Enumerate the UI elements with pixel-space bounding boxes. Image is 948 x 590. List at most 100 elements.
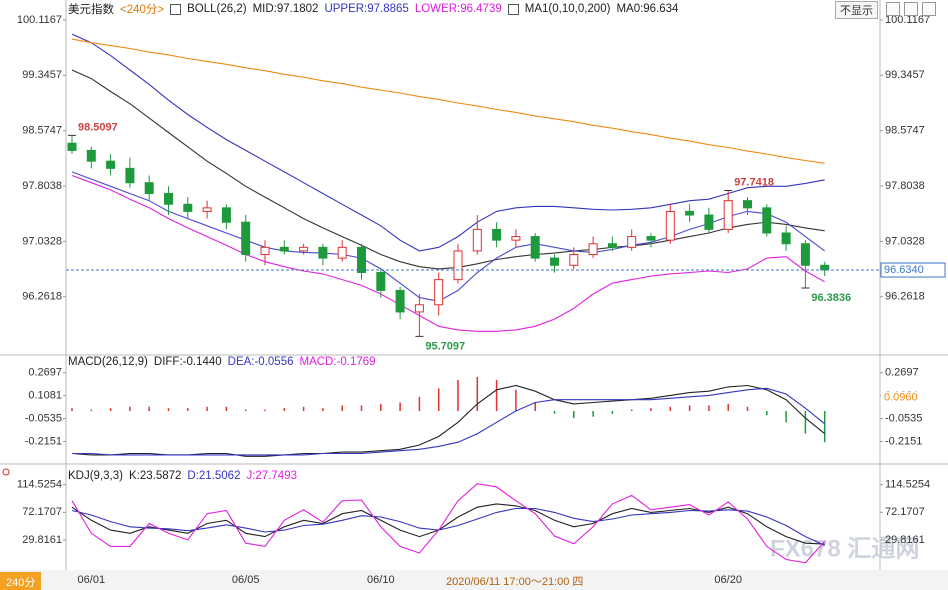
candle-body xyxy=(260,246,270,256)
candle-body xyxy=(395,289,405,313)
candle-body xyxy=(665,210,675,241)
hide-button[interactable]: 不显示 xyxy=(835,1,878,19)
indicator-line xyxy=(71,38,825,164)
candle-body xyxy=(550,257,559,266)
y-tick-label: -0.2151 xyxy=(25,435,62,447)
candle-body xyxy=(318,246,328,259)
legend-entry: J:27.7493 xyxy=(246,470,297,482)
period: <240分> xyxy=(120,4,165,16)
candle-body xyxy=(627,236,637,248)
macd-header: MACD(26,12,9) DIFF:-0.1440 DEA:-0.0556 M… xyxy=(68,356,376,368)
y-tick-label-right: 0.2697 xyxy=(885,367,919,379)
annotation-label: 98.5097 xyxy=(78,121,118,133)
y-tick-label: 100.1167 xyxy=(17,14,62,26)
candle-body xyxy=(588,243,598,256)
indicator-line xyxy=(71,503,825,545)
candle-body xyxy=(357,246,366,273)
legend-entry: LOWER:96.4739 xyxy=(414,3,502,15)
y-tick-label: 96.2618 xyxy=(22,291,62,303)
indicator-line xyxy=(71,507,825,546)
icon xyxy=(507,3,519,15)
x-tick-label: 06/20 xyxy=(714,574,742,586)
candle-body xyxy=(453,250,463,281)
settings-icon xyxy=(2,468,10,476)
y-tick-label-right: 98.5747 xyxy=(885,125,925,137)
instrument-title: 美元指数 xyxy=(68,4,114,16)
indicator-line xyxy=(71,174,825,332)
legend-entry: D:21.5062 xyxy=(187,470,241,482)
y-tick-label: 0.1081 xyxy=(28,390,62,402)
candle-body xyxy=(279,246,289,252)
legend-entry: DEA:-0.0556 xyxy=(227,356,294,368)
y-tick-label-right: 99.3457 xyxy=(885,69,925,81)
candle-body xyxy=(86,149,96,162)
window-button[interactable] xyxy=(904,2,918,16)
candle-body xyxy=(106,160,116,169)
window-button[interactable] xyxy=(922,2,936,16)
candle-body xyxy=(800,243,810,266)
candle-body xyxy=(67,142,77,151)
y-tick-label: 97.0328 xyxy=(22,235,62,247)
main-header: 美元指数 <240分> BOLL(26,2) MID:97.1802 UPPER… xyxy=(68,1,678,17)
candle-body xyxy=(569,254,579,266)
y-tick-label: 114.5254 xyxy=(17,479,62,491)
candle-body xyxy=(781,232,791,245)
window-button[interactable] xyxy=(886,2,900,16)
icon xyxy=(170,3,182,15)
y-tick-label: -0.0535 xyxy=(25,412,62,424)
candle-body xyxy=(743,200,752,209)
indicator-line xyxy=(71,483,826,564)
last-price-box xyxy=(880,262,946,278)
candle-body xyxy=(762,207,772,234)
candle-body xyxy=(221,207,231,223)
candle-body xyxy=(299,246,309,252)
candle-body xyxy=(241,221,251,256)
indicator: MA1(0,10,0,200) xyxy=(524,3,611,15)
candle-body xyxy=(820,264,830,271)
indicator: KDJ(9,3,3) xyxy=(68,470,123,482)
last-price-label: 96.6340 xyxy=(884,264,924,276)
kdj-header: KDJ(9,3,3) K:23.5872 D:21.5062 J:27.7493 xyxy=(68,470,297,482)
indicator-line xyxy=(72,387,826,456)
indicator-line xyxy=(71,171,826,302)
candle-body xyxy=(492,228,502,241)
y-tick-label-right: 29.8161 xyxy=(885,534,925,546)
legend-entry: DIFF:-0.1440 xyxy=(153,356,222,368)
candle-body xyxy=(337,246,347,259)
y-tick-label-right: -0.2151 xyxy=(885,435,922,447)
legend-entry: MA0:96.634 xyxy=(616,3,679,15)
annotation-label: 97.7418 xyxy=(734,176,774,188)
x-tick-label: 06/10 xyxy=(367,574,395,586)
candle-body xyxy=(434,279,444,306)
y-tick-label-right: -0.0535 xyxy=(885,412,922,424)
indicator-line xyxy=(71,69,825,270)
y-tick-label: 29.8161 xyxy=(22,534,62,546)
value-tag xyxy=(881,391,921,405)
candle-body xyxy=(472,228,482,252)
candle-body xyxy=(202,207,212,212)
candle-body xyxy=(414,304,424,313)
candle-body xyxy=(530,236,540,259)
legend-entry: UPPER:97.8865 xyxy=(324,3,409,15)
candle-body xyxy=(164,192,173,205)
candle-body xyxy=(723,200,733,230)
period-tab[interactable]: 240分 xyxy=(0,572,42,590)
y-tick-label: 99.3457 xyxy=(22,69,62,81)
candle-body xyxy=(183,203,193,212)
candle-body xyxy=(685,210,695,216)
candle-body xyxy=(704,214,714,230)
indicator-line xyxy=(71,33,825,252)
legend-entry: MACD:-0.1769 xyxy=(299,356,376,368)
candle-body xyxy=(607,243,617,248)
cursor-label: 2020/06/11 17:00～21:00 四 xyxy=(443,572,587,590)
indicator-line xyxy=(71,384,826,457)
annotation-label: 96.3836 xyxy=(811,292,851,304)
legend-entry: K:23.5872 xyxy=(128,470,182,482)
y-tick-label: 97.8038 xyxy=(22,180,62,192)
y-tick-label-right: 97.0328 xyxy=(885,235,925,247)
candle-body xyxy=(125,167,135,184)
value-tag-label: 0.0960 xyxy=(884,391,918,403)
y-tick-label-right: 114.5254 xyxy=(885,479,930,491)
candle-body xyxy=(144,182,154,194)
